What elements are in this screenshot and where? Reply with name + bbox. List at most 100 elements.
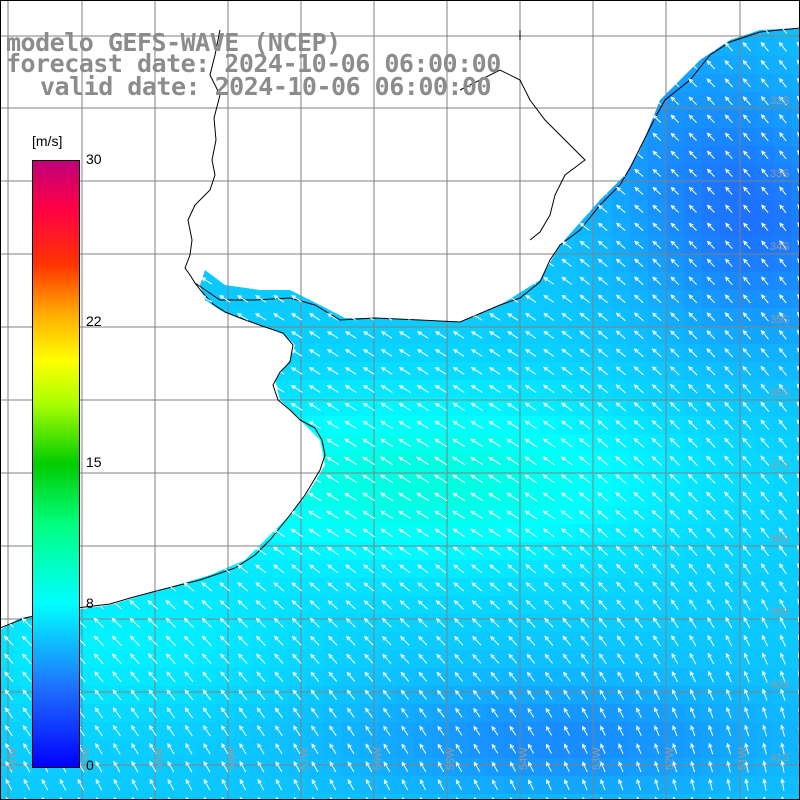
wind-arrow [273, 635, 284, 646]
wind-arrow [582, 778, 588, 791]
wind-arrow [544, 617, 554, 628]
wind-arrow [652, 581, 662, 593]
wind-arrow [761, 258, 769, 268]
wind-arrow [417, 617, 428, 628]
wind-arrow [290, 384, 303, 393]
wind-arrow [761, 240, 769, 250]
sea-cell [180, 794, 199, 800]
colorbar-tick-0: 0 [86, 757, 94, 773]
wind-arrow [724, 491, 734, 502]
wind-arrow [380, 331, 393, 339]
wind-arrow [651, 455, 663, 466]
wind-arrow [797, 149, 800, 160]
wind-arrow [633, 330, 644, 340]
wind-arrow [453, 600, 464, 610]
wind-arrow [706, 204, 715, 213]
wind-arrow [129, 617, 141, 628]
wind-arrow [344, 474, 358, 484]
wind-arrow [797, 131, 800, 142]
colorbar-unit-label: [m/s] [32, 133, 63, 149]
wind-arrow [202, 671, 212, 683]
wind-arrow [219, 600, 231, 610]
wind-arrow [113, 778, 121, 791]
wind-arrow [689, 652, 697, 665]
wind-arrow [724, 383, 734, 394]
wind-arrow [77, 778, 85, 791]
wind-arrow [724, 473, 734, 484]
sea-cell [594, 794, 613, 800]
wind-arrow [257, 760, 265, 773]
wind-arrow [744, 724, 750, 737]
wind-arrow [185, 725, 193, 737]
wind-arrow [416, 438, 430, 448]
sea-cell [792, 578, 800, 597]
wind-arrow [237, 313, 249, 321]
wind-arrow [653, 689, 661, 701]
wind-arrow [778, 77, 787, 88]
wind-arrow [760, 365, 770, 376]
wind-arrow [599, 653, 607, 665]
wind-arrow [561, 581, 572, 592]
wind-arrow [633, 348, 644, 358]
wind-arrow [293, 725, 301, 737]
wind-arrow [706, 401, 716, 412]
wind-arrow [579, 348, 591, 358]
wind-arrow [473, 761, 481, 772]
wind-arrow [326, 546, 339, 556]
wind-arrow [744, 742, 749, 755]
wind-arrow [579, 528, 591, 538]
wind-arrow [760, 401, 770, 412]
wind-arrow [527, 707, 535, 718]
wind-arrow [436, 689, 445, 700]
wind-arrow [725, 634, 733, 647]
wind-arrow [562, 617, 572, 628]
sea-cell [792, 722, 800, 741]
wind-arrow [672, 725, 678, 737]
wind-arrow [238, 707, 247, 719]
wind-arrow [21, 635, 32, 646]
wind-arrow [524, 528, 537, 538]
wind-arrow [400, 689, 409, 700]
wind-arrow [778, 329, 787, 340]
wind-arrow [742, 365, 752, 376]
wind-arrow [725, 222, 733, 231]
wind-arrow [131, 778, 139, 791]
wind-arrow [437, 725, 445, 736]
wind-arrow [455, 761, 463, 772]
wind-arrow [742, 330, 751, 340]
wind-arrow [616, 581, 626, 592]
wind-arrow [780, 778, 785, 791]
wind-arrow [778, 455, 788, 467]
wind-arrow [525, 348, 537, 357]
wind-arrow [760, 41, 769, 52]
wind-arrow [507, 600, 518, 610]
wind-arrow [41, 778, 49, 791]
wind-arrow [165, 599, 177, 610]
wind-arrow [490, 635, 500, 646]
wind-arrow [273, 617, 284, 628]
wind-arrow [615, 545, 626, 556]
wind-arrow [618, 761, 624, 773]
wind-arrow [690, 778, 695, 791]
wind-arrow [615, 420, 627, 430]
wind-arrow [344, 510, 358, 520]
wind-arrow [780, 760, 785, 773]
wind-arrow [725, 204, 733, 213]
wind-arrow [561, 294, 572, 303]
wind-arrow [488, 546, 501, 556]
wind-arrow [488, 456, 502, 466]
wind-arrow [688, 527, 698, 538]
wind-arrow [706, 96, 715, 106]
wind-arrow [472, 635, 482, 646]
wind-arrow [634, 258, 644, 268]
wind-arrow [778, 545, 787, 557]
wind-arrow [148, 725, 157, 737]
wind-arrow [618, 725, 624, 736]
wind-arrow [471, 600, 482, 610]
wind-arrow [617, 671, 625, 683]
wind-arrow [670, 348, 680, 358]
wind-arrow [488, 420, 501, 430]
wind-arrow [184, 671, 194, 683]
wind-arrow [380, 546, 393, 556]
wind-arrow [652, 204, 662, 213]
